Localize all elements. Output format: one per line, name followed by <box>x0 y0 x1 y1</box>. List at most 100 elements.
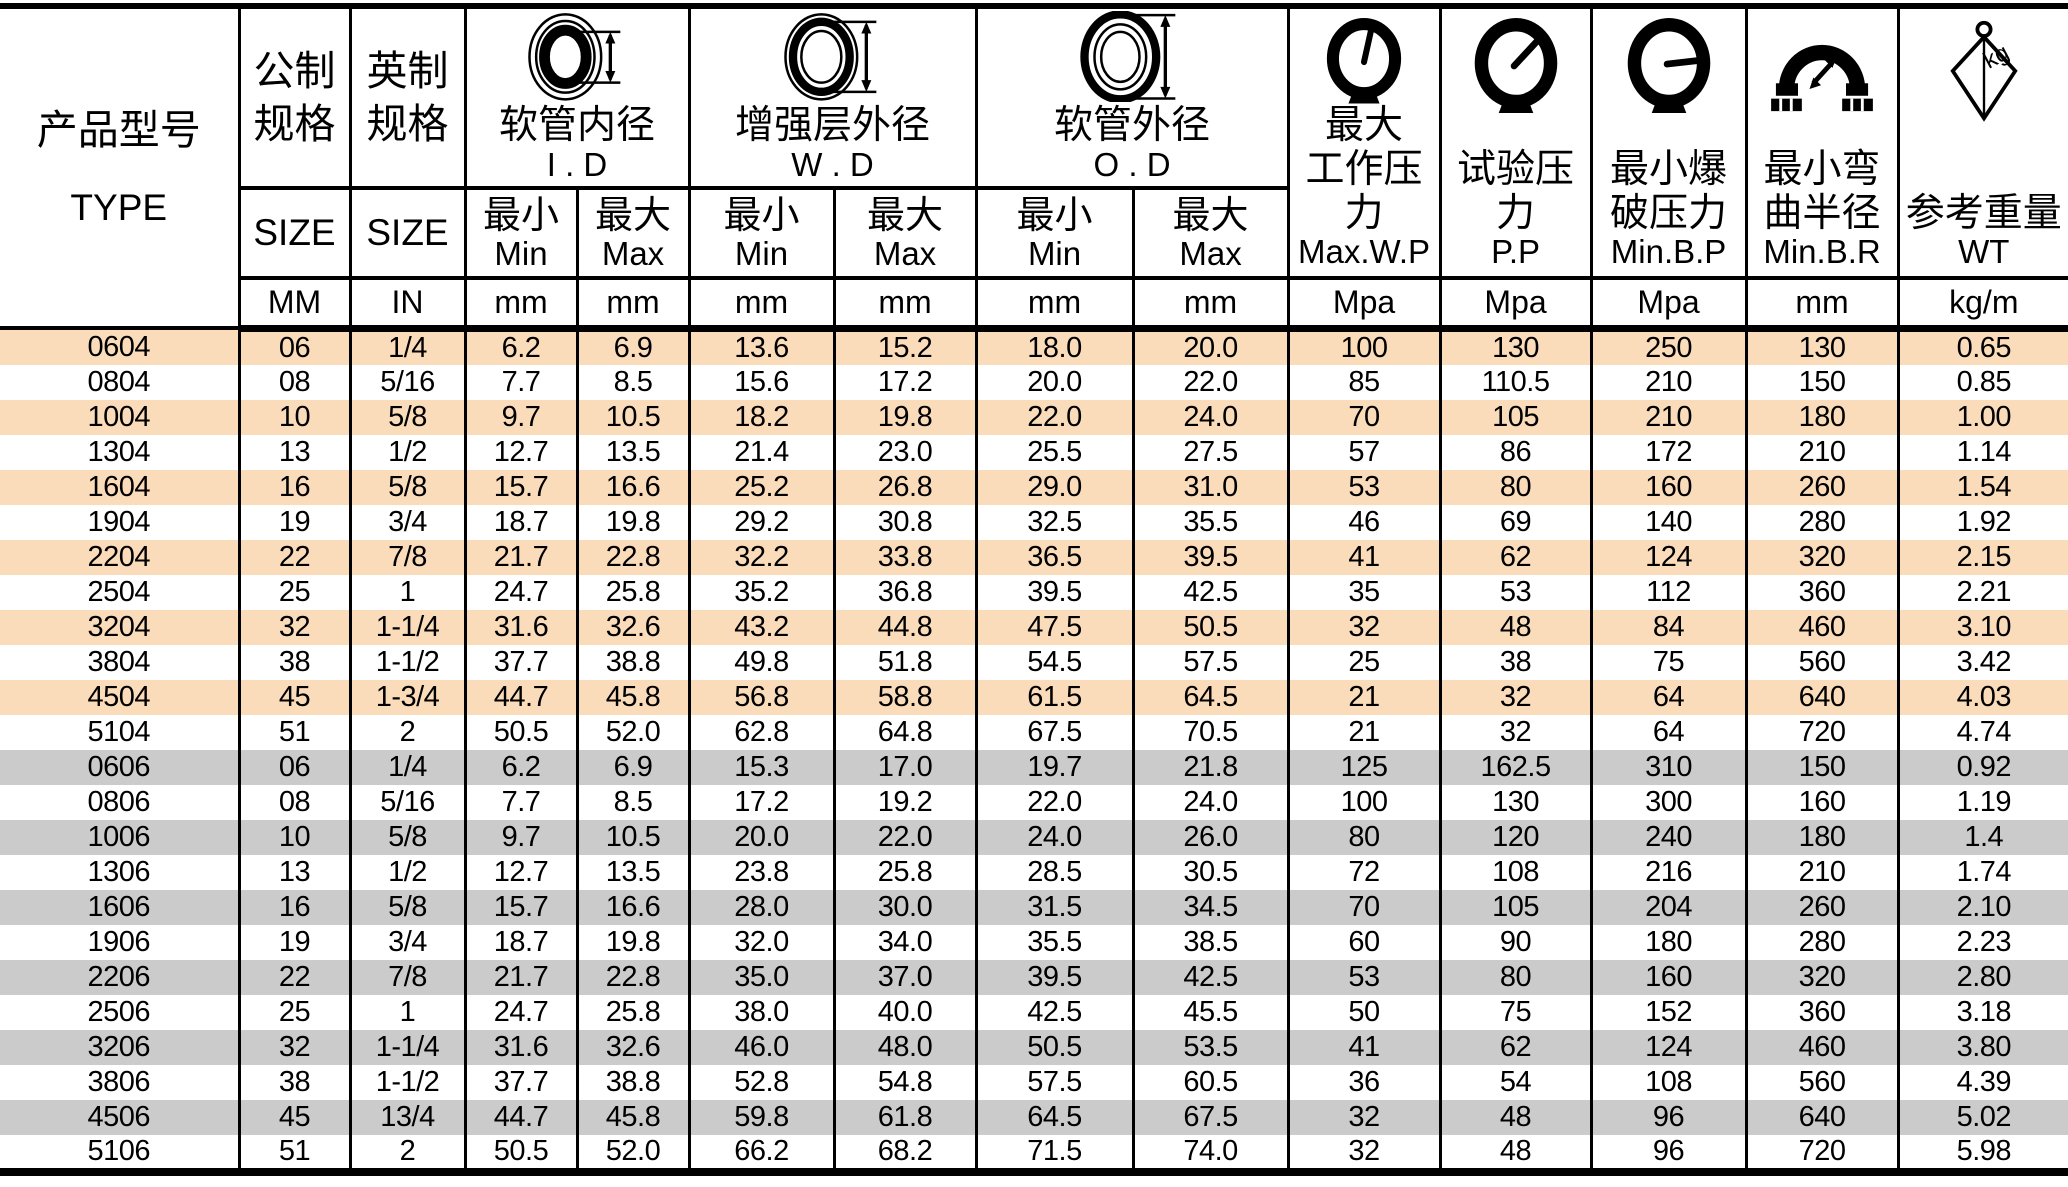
wt-label-en: WT <box>1958 233 2010 271</box>
cell-wd_min: 25.2 <box>687 469 836 505</box>
cell-size_mm: 13 <box>237 434 352 470</box>
cell-id_min: 31.6 <box>463 1029 579 1065</box>
cell-size_mm: 38 <box>237 1064 352 1100</box>
cell-wt: 0.65 <box>1896 328 2068 365</box>
cell-wd_min: 35.2 <box>687 574 836 610</box>
cell-wd_max: 25.8 <box>832 854 978 890</box>
spec-row-4506: 4506 45 13/4 44.7 45.8 59.8 61.8 64.5 67.5 32 48 96… <box>0 1099 2068 1135</box>
cell-wt: 5.98 <box>1896 1134 2068 1172</box>
cell-size_mm: 19 <box>237 924 352 960</box>
cell-max_wp: 46 <box>1286 504 1442 540</box>
cell-min_br: 640 <box>1744 1099 1900 1135</box>
cell-size_mm: 22 <box>237 959 352 995</box>
unit-wt: kg/m <box>1896 276 2068 332</box>
cell-od_max: 67.5 <box>1131 1099 1290 1135</box>
cell-size_mm: 51 <box>237 714 352 750</box>
cell-wt: 0.92 <box>1896 749 2068 785</box>
cell-min_br: 320 <box>1744 539 1900 575</box>
cell-wd_min: 18.2 <box>687 399 836 435</box>
cell-id_max: 8.5 <box>575 364 691 400</box>
cell-od_min: 32.5 <box>974 504 1135 540</box>
cell-pp: 32 <box>1438 679 1593 715</box>
cell-id_max: 16.6 <box>575 889 691 925</box>
cell-type: 4504 <box>0 679 241 715</box>
cell-size_in: 1/4 <box>348 749 467 785</box>
metric-label-line1: 公制 <box>253 47 336 94</box>
cell-od_max: 60.5 <box>1131 1064 1290 1100</box>
cell-type: 0806 <box>0 784 241 820</box>
cell-wt: 1.92 <box>1896 504 2068 540</box>
cell-wd_min: 32.0 <box>687 924 836 960</box>
cell-min_bp: 124 <box>1589 539 1748 575</box>
cell-max_wp: 25 <box>1286 644 1442 680</box>
cell-pp: 130 <box>1438 328 1593 365</box>
unit-id-max: mm <box>575 276 691 332</box>
cell-size_mm: 08 <box>237 364 352 400</box>
cell-id_min: 7.7 <box>463 364 579 400</box>
cell-max_wp: 32 <box>1286 1134 1442 1172</box>
cell-type: 1904 <box>0 504 241 540</box>
unit-size-mm: MM <box>237 276 352 332</box>
cell-size_mm: 19 <box>237 504 352 540</box>
cell-size_mm: 32 <box>237 1029 352 1065</box>
cell-wt: 1.00 <box>1896 399 2068 435</box>
cell-od_min: 71.5 <box>974 1134 1135 1172</box>
cell-size_in: 7/8 <box>348 959 467 995</box>
cell-min_bp: 64 <box>1589 679 1748 715</box>
cell-min_br: 460 <box>1744 609 1900 645</box>
cell-od_min: 18.0 <box>974 328 1135 365</box>
cell-od_max: 31.0 <box>1131 469 1290 505</box>
col-header-od-group: 软管外径 O . D <box>974 6 1290 191</box>
cell-size_in: 3/4 <box>348 924 467 960</box>
cell-od_min: 57.5 <box>974 1064 1135 1100</box>
cell-wd_min: 23.8 <box>687 854 836 890</box>
cell-min_br: 130 <box>1744 328 1900 365</box>
cell-od_min: 28.5 <box>974 854 1135 890</box>
spec-row-5104: 5104 51 2 50.5 52.0 62.8 64.8 67.5 70.5 21 32 64 720… <box>0 714 2068 750</box>
cell-size_mm: 45 <box>237 679 352 715</box>
cell-wt: 2.10 <box>1896 889 2068 925</box>
cell-wd_min: 15.6 <box>687 364 836 400</box>
spec-row-1906: 1906 19 3/4 18.7 19.8 32.0 34.0 35.5 38.5 60 90 180… <box>0 924 2068 960</box>
unit-od-min: mm <box>974 276 1135 332</box>
spec-row-1606: 1606 16 5/8 15.7 16.6 28.0 30.0 31.5 34.5 70 105 20… <box>0 889 2068 925</box>
cell-size_in: 1-1/2 <box>348 644 467 680</box>
max-wp-label-line2: 工作压力 <box>1305 148 1423 235</box>
cell-max_wp: 72 <box>1286 854 1442 890</box>
cell-od_min: 20.0 <box>974 364 1135 400</box>
cell-size_mm: 16 <box>237 889 352 925</box>
wd-min-header: 最小 Min <box>687 186 836 280</box>
cell-od_max: 57.5 <box>1131 644 1290 680</box>
cell-wt: 4.03 <box>1896 679 2068 715</box>
cell-id_max: 32.6 <box>575 1029 691 1065</box>
cell-wt: 3.10 <box>1896 609 2068 645</box>
spec-row-3806: 3806 38 1-1/2 37.7 38.8 52.8 54.8 57.5 60.5 36 54 1… <box>0 1064 2068 1100</box>
cell-od_max: 50.5 <box>1131 609 1290 645</box>
cell-max_wp: 41 <box>1286 539 1442 575</box>
cell-id_max: 22.8 <box>575 539 691 575</box>
cell-min_bp: 210 <box>1589 399 1748 435</box>
cell-id_max: 6.9 <box>575 328 691 365</box>
cell-wd_max: 34.0 <box>832 924 978 960</box>
metric-label-line2: 规格 <box>253 100 336 147</box>
cell-wd_max: 30.8 <box>832 504 978 540</box>
od-max-header: 最大 Max <box>1131 186 1290 280</box>
cell-id_min: 15.7 <box>463 469 579 505</box>
cell-wd_min: 56.8 <box>687 679 836 715</box>
cell-min_br: 720 <box>1744 1134 1900 1172</box>
cell-id_min: 12.7 <box>463 434 579 470</box>
cell-od_max: 39.5 <box>1131 539 1290 575</box>
cell-pp: 108 <box>1438 854 1593 890</box>
cell-od_max: 30.5 <box>1131 854 1290 890</box>
cell-wt: 3.18 <box>1896 994 2068 1030</box>
cell-min_br: 260 <box>1744 889 1900 925</box>
cell-type: 2204 <box>0 539 241 575</box>
unit-min-br: mm <box>1744 276 1900 332</box>
cell-wt: 1.4 <box>1896 819 2068 855</box>
cell-od_max: 27.5 <box>1131 434 1290 470</box>
cell-min_bp: 172 <box>1589 434 1748 470</box>
cell-max_wp: 85 <box>1286 364 1442 400</box>
cell-od_max: 45.5 <box>1131 994 1290 1030</box>
cell-min_bp: 240 <box>1589 819 1748 855</box>
cell-id_max: 38.8 <box>575 1064 691 1100</box>
